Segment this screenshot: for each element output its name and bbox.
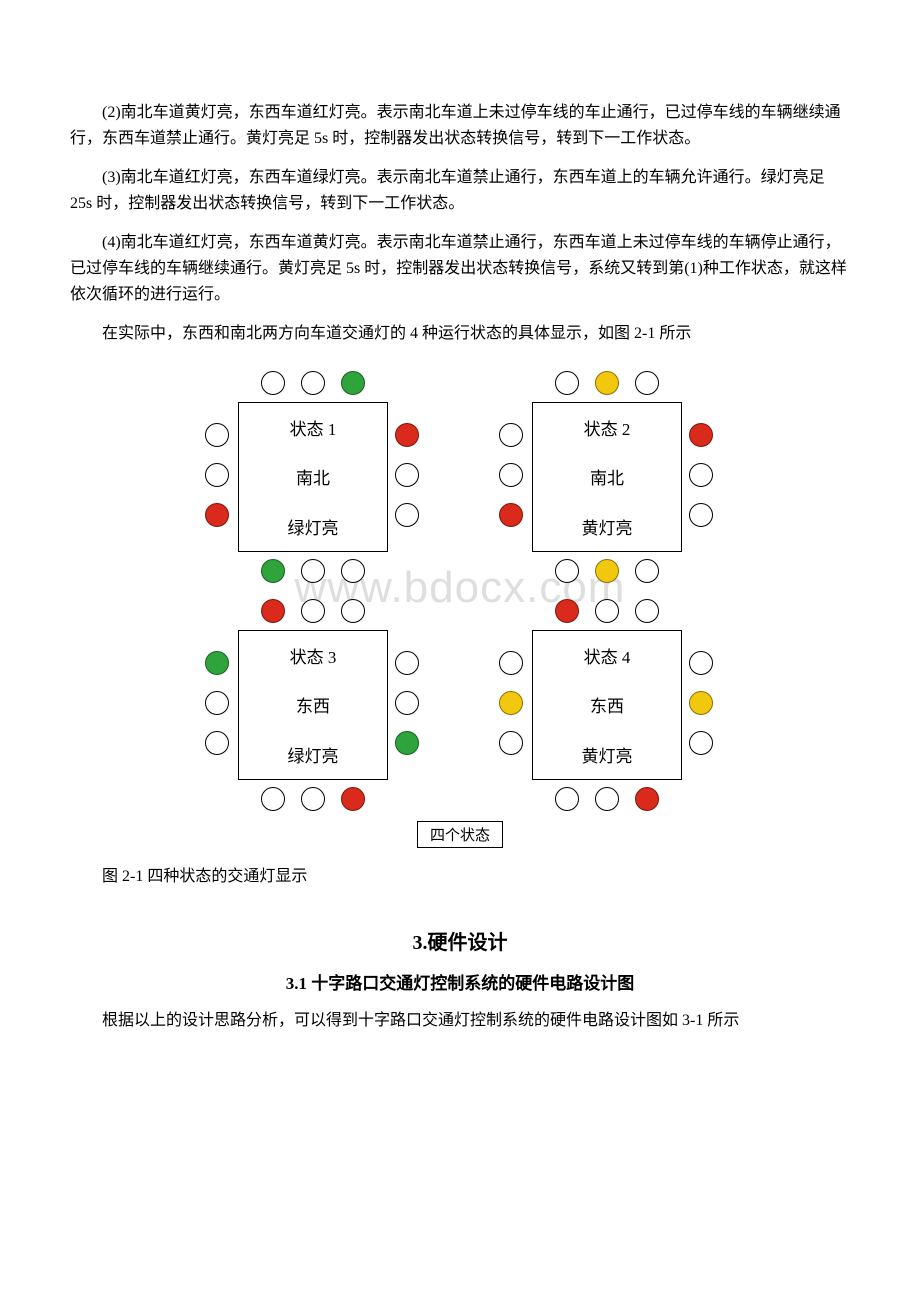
light-circle — [499, 731, 523, 755]
light-circle — [689, 651, 713, 675]
light-circle — [555, 559, 579, 583]
para-6: 根据以上的设计思路分析，可以得到十字路口交通灯控制系统的硬件电路设计图如 3-1… — [70, 1008, 850, 1034]
light-circle — [689, 423, 713, 447]
state-3-title: 状态 3 — [290, 643, 337, 668]
state-3-box: 状态 3 东西绿灯亮 — [238, 630, 388, 780]
light-circle — [341, 559, 365, 583]
light-circle — [301, 599, 325, 623]
light-circle — [341, 787, 365, 811]
light-circle — [261, 787, 285, 811]
light-circle — [395, 691, 419, 715]
light-circle — [499, 463, 523, 487]
light-circle — [555, 599, 579, 623]
figure-2-1-caption: 图 2-1 四种状态的交通灯显示 — [70, 862, 850, 886]
para-3: (3)南北车道红灯亮，东西车道绿灯亮。表示南北车道禁止通行，东西车道上的车辆允许… — [70, 165, 850, 216]
light-circle — [341, 599, 365, 623]
state-2-line3: 黄灯亮 — [582, 514, 633, 539]
state-1-line3: 绿灯亮 — [288, 514, 339, 539]
light-circle — [205, 503, 229, 527]
light-circle — [205, 731, 229, 755]
state-2-line2: 南北 — [590, 464, 624, 489]
light-circle — [595, 599, 619, 623]
state-3-line3: 绿灯亮 — [288, 742, 339, 767]
state-4-cell: 状态 4 东西黄灯亮 — [477, 595, 737, 815]
state-4-line3: 黄灯亮 — [582, 742, 633, 767]
light-circle — [635, 559, 659, 583]
light-circle — [341, 371, 365, 395]
light-circle — [395, 423, 419, 447]
state-1-cell: 状态 1 南北绿灯亮 — [183, 367, 443, 587]
para-2: (2)南北车道黄灯亮，东西车道红灯亮。表示南北车道上未过停车线的车止通行，已过停… — [70, 100, 850, 151]
light-circle — [555, 787, 579, 811]
light-circle — [689, 691, 713, 715]
light-circle — [261, 559, 285, 583]
light-circle — [635, 599, 659, 623]
para-5: 在实际中，东西和南北两方向车道交通灯的 4 种运行状态的具体显示，如图 2-1 … — [70, 321, 850, 347]
section-3-title: 3.硬件设计 — [70, 926, 850, 955]
para-4: (4)南北车道红灯亮，东西车道黄灯亮。表示南北车道禁止通行，东西车道上未过停车线… — [70, 230, 850, 307]
light-circle — [689, 503, 713, 527]
light-circle — [205, 651, 229, 675]
light-circle — [301, 371, 325, 395]
light-circle — [395, 503, 419, 527]
light-circle — [595, 787, 619, 811]
figure-2-1-node-label: 四个状态 — [183, 821, 737, 848]
light-circle — [205, 463, 229, 487]
light-circle — [689, 731, 713, 755]
light-circle — [301, 787, 325, 811]
state-3-line2: 东西 — [296, 692, 330, 717]
state-1-box: 状态 1 南北绿灯亮 — [238, 402, 388, 552]
state-4-title: 状态 4 — [584, 643, 631, 668]
light-circle — [301, 559, 325, 583]
light-circle — [395, 731, 419, 755]
light-circle — [689, 463, 713, 487]
light-circle — [499, 503, 523, 527]
state-2-title: 状态 2 — [584, 415, 631, 440]
light-circle — [261, 371, 285, 395]
light-circle — [635, 787, 659, 811]
state-1-line2: 南北 — [296, 464, 330, 489]
light-circle — [261, 599, 285, 623]
state-2-cell: 状态 2 南北黄灯亮 — [477, 367, 737, 587]
light-circle — [595, 371, 619, 395]
state-3-cell: 状态 3 东西绿灯亮 — [183, 595, 443, 815]
light-circle — [205, 691, 229, 715]
light-circle — [499, 691, 523, 715]
state-1-title: 状态 1 — [290, 415, 337, 440]
light-circle — [395, 463, 419, 487]
section-3-1-title: 3.1 十字路口交通灯控制系统的硬件电路设计图 — [70, 969, 850, 994]
light-circle — [395, 651, 419, 675]
light-circle — [595, 559, 619, 583]
light-circle — [499, 423, 523, 447]
state-4-box: 状态 4 东西黄灯亮 — [532, 630, 682, 780]
state-4-line2: 东西 — [590, 692, 624, 717]
figure-2-1: www.bdocx.com状态 1南北绿灯亮状态 2南北黄灯亮状态 3东西绿灯亮… — [70, 361, 850, 854]
light-circle — [635, 371, 659, 395]
light-circle — [555, 371, 579, 395]
state-2-box: 状态 2 南北黄灯亮 — [532, 402, 682, 552]
light-circle — [205, 423, 229, 447]
light-circle — [499, 651, 523, 675]
